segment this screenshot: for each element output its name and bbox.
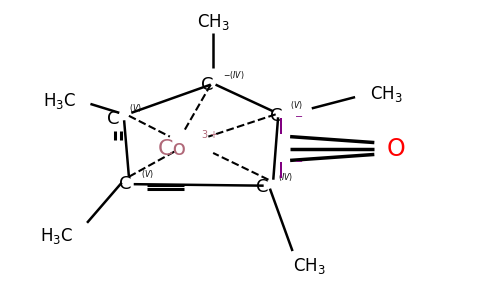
Text: $^{(V)}$: $^{(V)}$ [290, 102, 303, 112]
Text: C: C [201, 76, 213, 94]
Text: I: I [278, 162, 285, 182]
Text: Co: Co [158, 139, 187, 158]
Text: C: C [256, 178, 269, 196]
Text: H$_3$C: H$_3$C [43, 91, 76, 111]
Text: $^{-}$: $^{-}$ [294, 113, 303, 127]
Text: H$_3$C: H$_3$C [40, 226, 74, 246]
Text: $^{(IV)}$: $^{(IV)}$ [278, 173, 293, 183]
Text: CH$_3$: CH$_3$ [197, 12, 229, 32]
Text: I: I [278, 118, 285, 138]
Text: $^{-}$: $^{-}$ [294, 158, 303, 172]
Text: C: C [119, 175, 131, 193]
Text: $^{(V)}$: $^{(V)}$ [129, 105, 142, 115]
Text: C: C [271, 107, 283, 125]
Text: C: C [107, 110, 119, 128]
Text: $^{(V)}$: $^{(V)}$ [141, 170, 154, 180]
Text: CH$_3$: CH$_3$ [370, 83, 403, 103]
Text: $^{3+}$: $^{3+}$ [201, 130, 218, 144]
Text: O: O [387, 136, 406, 160]
Text: $^{-(IV)}$: $^{-(IV)}$ [223, 72, 244, 82]
Text: CH$_3$: CH$_3$ [293, 256, 326, 276]
